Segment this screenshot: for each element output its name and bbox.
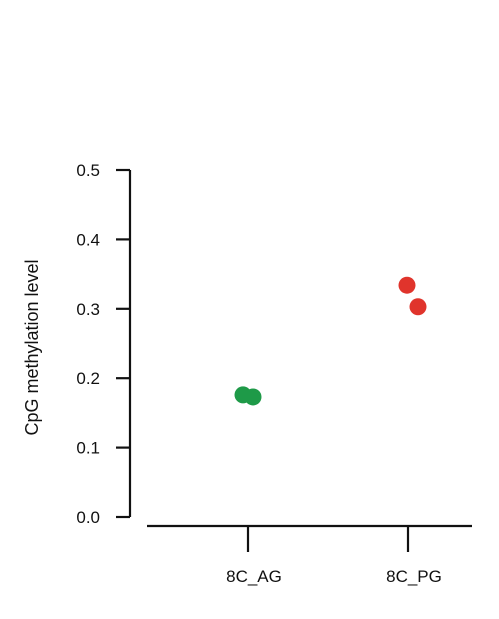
y-tick-label: 0.4 xyxy=(76,230,100,249)
data-point xyxy=(244,388,262,406)
data-points xyxy=(234,276,427,406)
x-tick-label: 8C_PG xyxy=(386,567,442,586)
data-point xyxy=(398,276,416,294)
y-axis: 0.0 0.1 0.2 0.3 0.4 0.5 xyxy=(76,161,132,527)
y-axis-title: CpG methylation level xyxy=(22,259,42,435)
x-axis: 8C_AG 8C_PG xyxy=(147,524,472,586)
y-tick-label: 0.2 xyxy=(76,369,100,388)
x-tick-label: 8C_AG xyxy=(226,567,282,586)
y-tick-label: 0.3 xyxy=(76,300,100,319)
y-tick-label: 0.0 xyxy=(76,508,100,527)
data-point xyxy=(409,298,427,316)
y-tick-label: 0.5 xyxy=(76,161,100,180)
y-tick-label: 0.1 xyxy=(76,439,100,458)
